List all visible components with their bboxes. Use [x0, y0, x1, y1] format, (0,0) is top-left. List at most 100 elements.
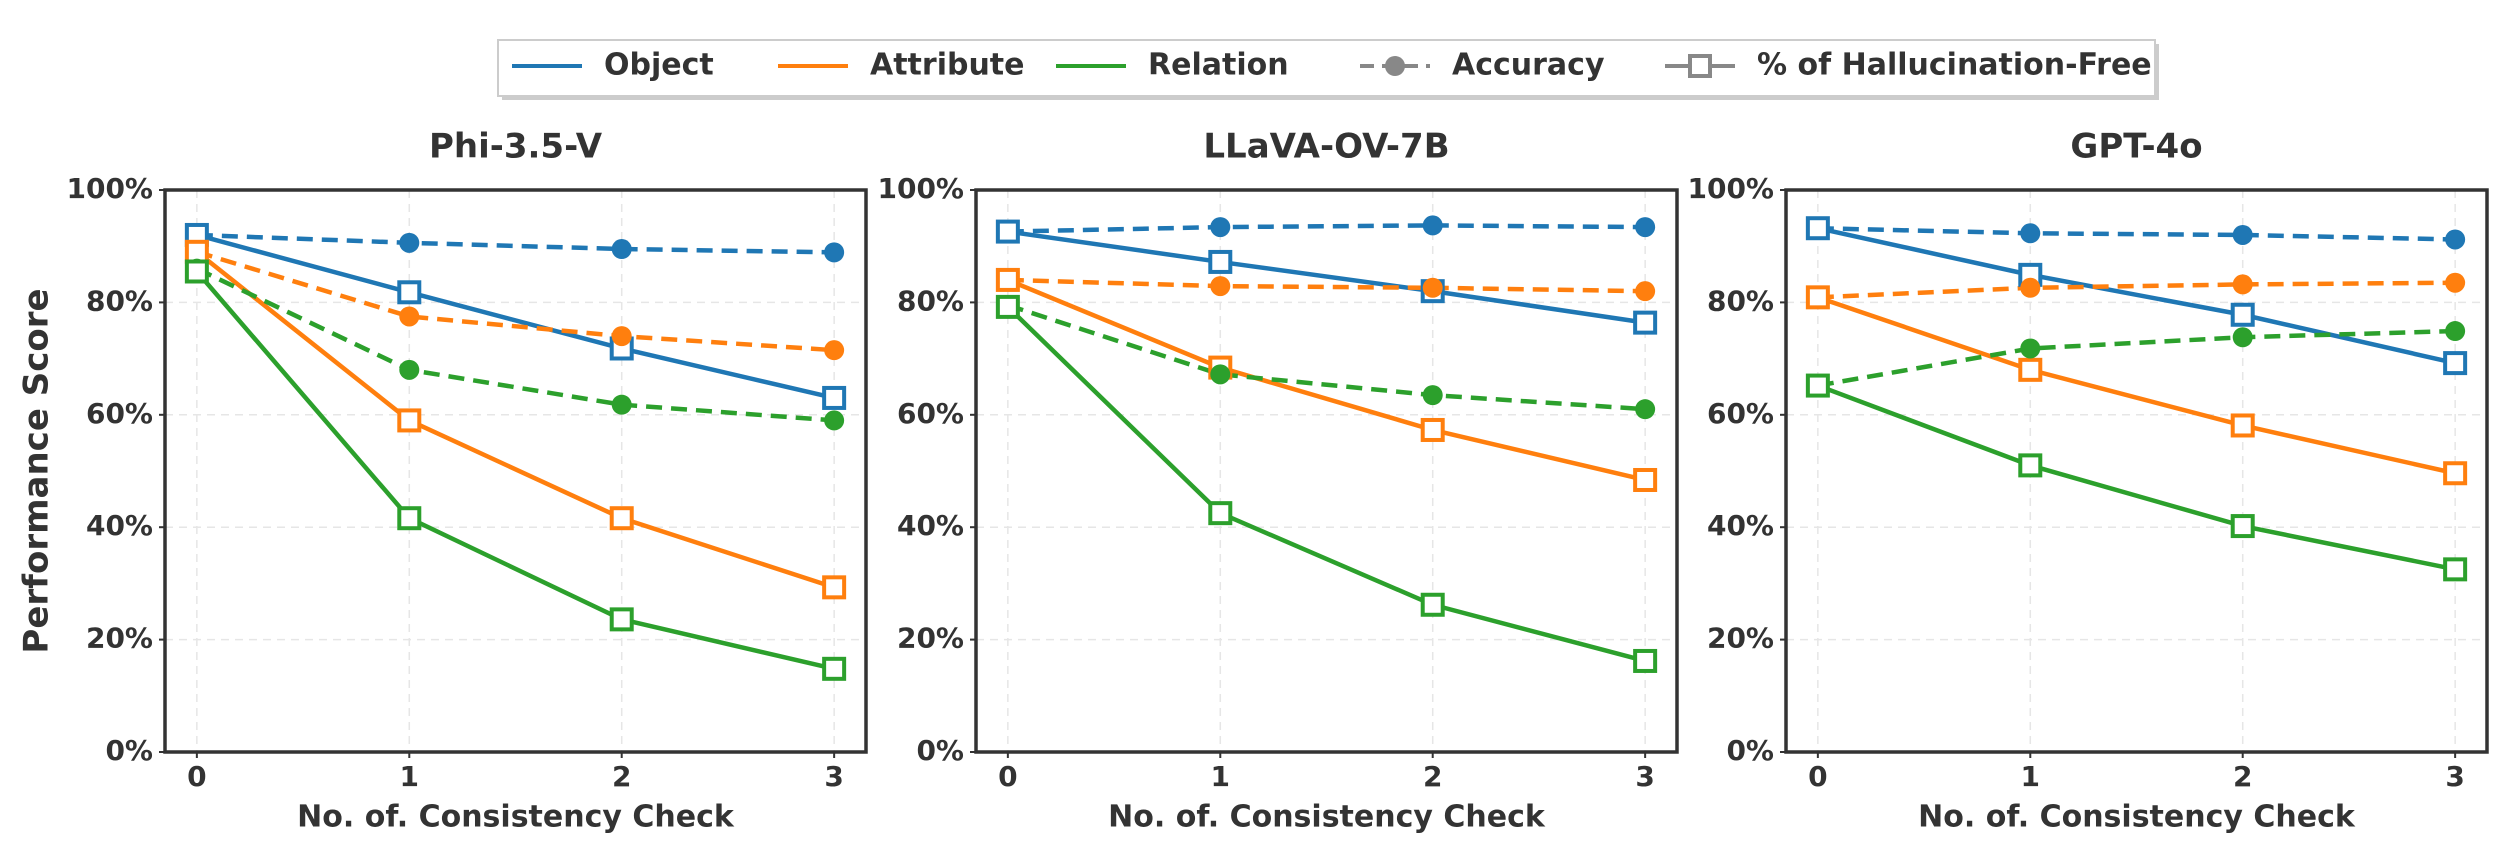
point [1633, 648, 1658, 673]
legend-label: Object [604, 48, 714, 83]
y-tick-label: 40% [1707, 509, 1774, 542]
x-axis-label: No. of. Consistency Check [297, 800, 735, 835]
plot-frame [1784, 188, 2489, 754]
x-axis-label: No. of. Consistency Check [1918, 800, 2356, 835]
point [1633, 467, 1658, 492]
point [1420, 417, 1445, 442]
point [1210, 276, 1231, 297]
point [397, 408, 422, 433]
point [2443, 461, 2468, 486]
x-tick-label: 0 [998, 760, 1017, 793]
point [2445, 321, 2466, 342]
point [995, 267, 1020, 292]
y-tick-label: 80% [897, 284, 964, 317]
point [995, 219, 1020, 244]
point [1805, 373, 1830, 398]
point [824, 242, 845, 263]
line [1817, 226, 2456, 366]
x-tick-label: 0 [187, 760, 206, 793]
point [2443, 351, 2468, 376]
y-tick-label: 20% [86, 622, 153, 655]
point [1420, 592, 1445, 617]
point [2232, 327, 2253, 348]
point [2232, 274, 2253, 295]
y-tick-label: 0% [105, 734, 153, 767]
point [1210, 364, 1231, 385]
point [1633, 310, 1658, 335]
line [1817, 328, 2456, 388]
point [2020, 223, 2041, 244]
line [1007, 303, 1646, 412]
y-tick-label: 80% [86, 284, 153, 317]
line [1007, 229, 1646, 325]
legend-box [497, 39, 2156, 97]
line [1006, 305, 1646, 664]
y-tick-label: 80% [1707, 284, 1774, 317]
line [1007, 277, 1646, 483]
line [1817, 295, 2456, 476]
point [1210, 217, 1231, 238]
point [1208, 501, 1233, 526]
legend-label: Accuracy [1452, 48, 1605, 83]
legend-label: Attribute [870, 48, 1025, 83]
plot-frame [163, 188, 868, 754]
y-tick-label: 60% [897, 397, 964, 430]
x-tick-label: 2 [612, 760, 631, 793]
y-tick-label: 100% [1687, 172, 1774, 205]
point [184, 259, 209, 284]
line [1007, 277, 1646, 294]
point [1635, 217, 1656, 238]
x-tick-label: 0 [1808, 760, 1827, 793]
y-tick-label: 100% [66, 172, 153, 205]
y-tick-label: 0% [1726, 734, 1774, 767]
point [822, 575, 847, 600]
y-tick-label: 40% [86, 509, 153, 542]
y-axis-label: Performance Score [17, 288, 57, 653]
plot-frame [974, 188, 1679, 754]
y-tick-label: 0% [916, 734, 964, 767]
x-tick-label: 2 [2233, 760, 2252, 793]
x-tick-label: 1 [1211, 760, 1230, 793]
point [2443, 557, 2468, 582]
x-tick-label: 3 [1635, 760, 1654, 793]
point [2230, 514, 2255, 539]
line [1817, 280, 2456, 300]
point [1422, 385, 1443, 406]
line [195, 266, 835, 423]
point [1635, 281, 1656, 302]
line [1007, 223, 1646, 234]
point [2020, 338, 2041, 359]
point [995, 294, 1020, 319]
legend-marker [1385, 56, 1405, 76]
line [195, 250, 835, 590]
y-tick-label: 60% [1707, 397, 1774, 430]
x-tick-label: 1 [400, 760, 419, 793]
y-tick-label: 20% [897, 622, 964, 655]
line [196, 232, 835, 401]
point [2445, 272, 2466, 293]
point [2018, 453, 2043, 478]
point [399, 232, 420, 253]
point [2445, 229, 2466, 250]
point [1208, 249, 1233, 274]
point [2018, 357, 2043, 382]
point [2230, 302, 2255, 327]
point [1805, 285, 1830, 310]
line [195, 270, 835, 672]
point [824, 410, 845, 431]
point [611, 326, 632, 347]
legend-label: Relation [1148, 48, 1289, 83]
y-tick-label: 100% [877, 172, 964, 205]
line [196, 232, 835, 255]
point [609, 506, 634, 531]
y-tick-label: 60% [86, 397, 153, 430]
legend-label: % of Hallucination-Free [1757, 48, 2152, 83]
x-axis-label: No. of. Consistency Check [1108, 800, 1546, 835]
point [397, 506, 422, 531]
point [1635, 399, 1656, 420]
point [399, 306, 420, 327]
point [822, 385, 847, 410]
point [1422, 215, 1443, 236]
point [611, 394, 632, 415]
